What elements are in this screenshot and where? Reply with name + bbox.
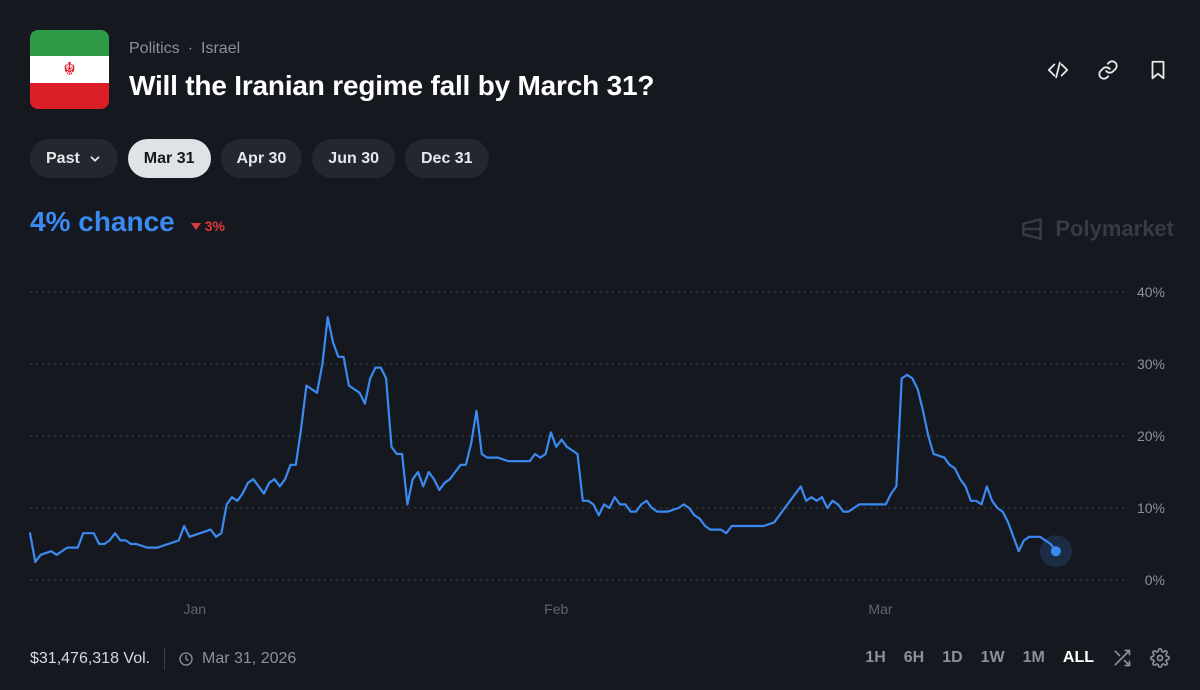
range-1h[interactable]: 1H [865,649,886,666]
y-axis-labels: 40% 30% 20% 10% 0% [1137,284,1165,588]
breadcrumb: Politics · Israel [129,40,240,58]
link-icon [1098,60,1118,80]
end-date-text: Mar 31, 2026 [202,650,297,667]
market-title: Will the Iranian regime fall by March 31… [129,70,655,101]
range-1w[interactable]: 1W [980,649,1005,666]
volume-text: $31,476,318 Vol. [30,650,151,667]
x-tick-label: Feb [544,601,568,617]
range-6h[interactable]: 6H [903,649,925,666]
end-marker-dot [1050,546,1061,557]
bookmark-icon [1151,60,1165,80]
range-all[interactable]: ALL [1062,649,1094,666]
breadcrumb-separator: · [187,40,194,57]
code-icon [1047,61,1069,79]
y-tick-label: 30% [1137,356,1165,372]
y-tick-label: 0% [1145,572,1165,588]
shuffle-icon[interactable] [1112,648,1132,668]
series-line [28,316,1057,564]
range-1m[interactable]: 1M [1022,649,1045,666]
chance-delta: 3% [190,218,225,234]
settings-gear-icon[interactable] [1150,648,1170,668]
triangle-down-icon [190,223,201,230]
chevron-down-icon [90,155,100,162]
tab-mar-31[interactable]: Mar 31 [127,139,211,178]
chart-footer: $31,476,318 Vol. Mar 31, 2026 1H 6H 1D 1… [30,648,1170,672]
end-date: Mar 31, 2026 [178,650,296,668]
clock-icon [179,652,193,666]
x-axis-labels: Jan Feb Mar [183,601,892,617]
x-tick-label: Mar [868,601,892,617]
tab-past-label: Past [46,149,80,167]
breadcrumb-subcategory[interactable]: Israel [201,40,241,57]
chance-value: 4% chance [30,206,175,237]
breadcrumb-category[interactable]: Politics [129,40,180,57]
brand-watermark: Polymarket [1019,216,1174,242]
flag-green-stripe [30,30,109,57]
chart-grid [30,291,1125,581]
tab-past[interactable]: Past [30,139,118,178]
embed-button[interactable] [1046,56,1070,84]
polymarket-logo-icon [1022,217,1043,241]
y-tick-label: 20% [1137,428,1165,444]
emblem-icon: ☬ [63,59,76,80]
tab-jun-30[interactable]: Jun 30 [312,139,395,178]
y-tick-label: 10% [1137,500,1165,516]
bookmark-button[interactable] [1146,56,1170,84]
market-flag-image: ☬ [30,30,109,109]
flag-white-stripe: ☬ [30,56,109,83]
tab-mar-31-label: Mar 31 [143,149,195,167]
brand-name: Polymarket [1055,216,1174,241]
footer-divider [164,648,165,670]
tab-apr-30[interactable]: Apr 30 [220,139,303,178]
range-1d[interactable]: 1D [942,649,963,666]
tab-jun-30-label: Jun 30 [328,149,379,167]
price-history-chart[interactable]: 40% 30% 20% 10% 0% Jan Feb Mar [0,270,1200,630]
header-actions [1046,56,1170,84]
tab-apr-30-label: Apr 30 [236,149,287,167]
time-range-selector: 1H 6H 1D 1W 1M ALL [865,648,1170,668]
tab-dec-31[interactable]: Dec 31 [404,139,489,178]
outcome-date-tabs: Past Mar 31 Apr 30 Jun 30 Dec 31 [30,139,489,178]
chance-delta-value: 3% [204,218,225,234]
tab-dec-31-label: Dec 31 [420,149,473,167]
flag-red-stripe [30,82,109,109]
y-tick-label: 40% [1137,284,1165,300]
probability-summary: 4% chance 3% [30,206,225,238]
x-tick-label: Jan [183,601,206,617]
copy-link-button[interactable] [1096,56,1120,84]
